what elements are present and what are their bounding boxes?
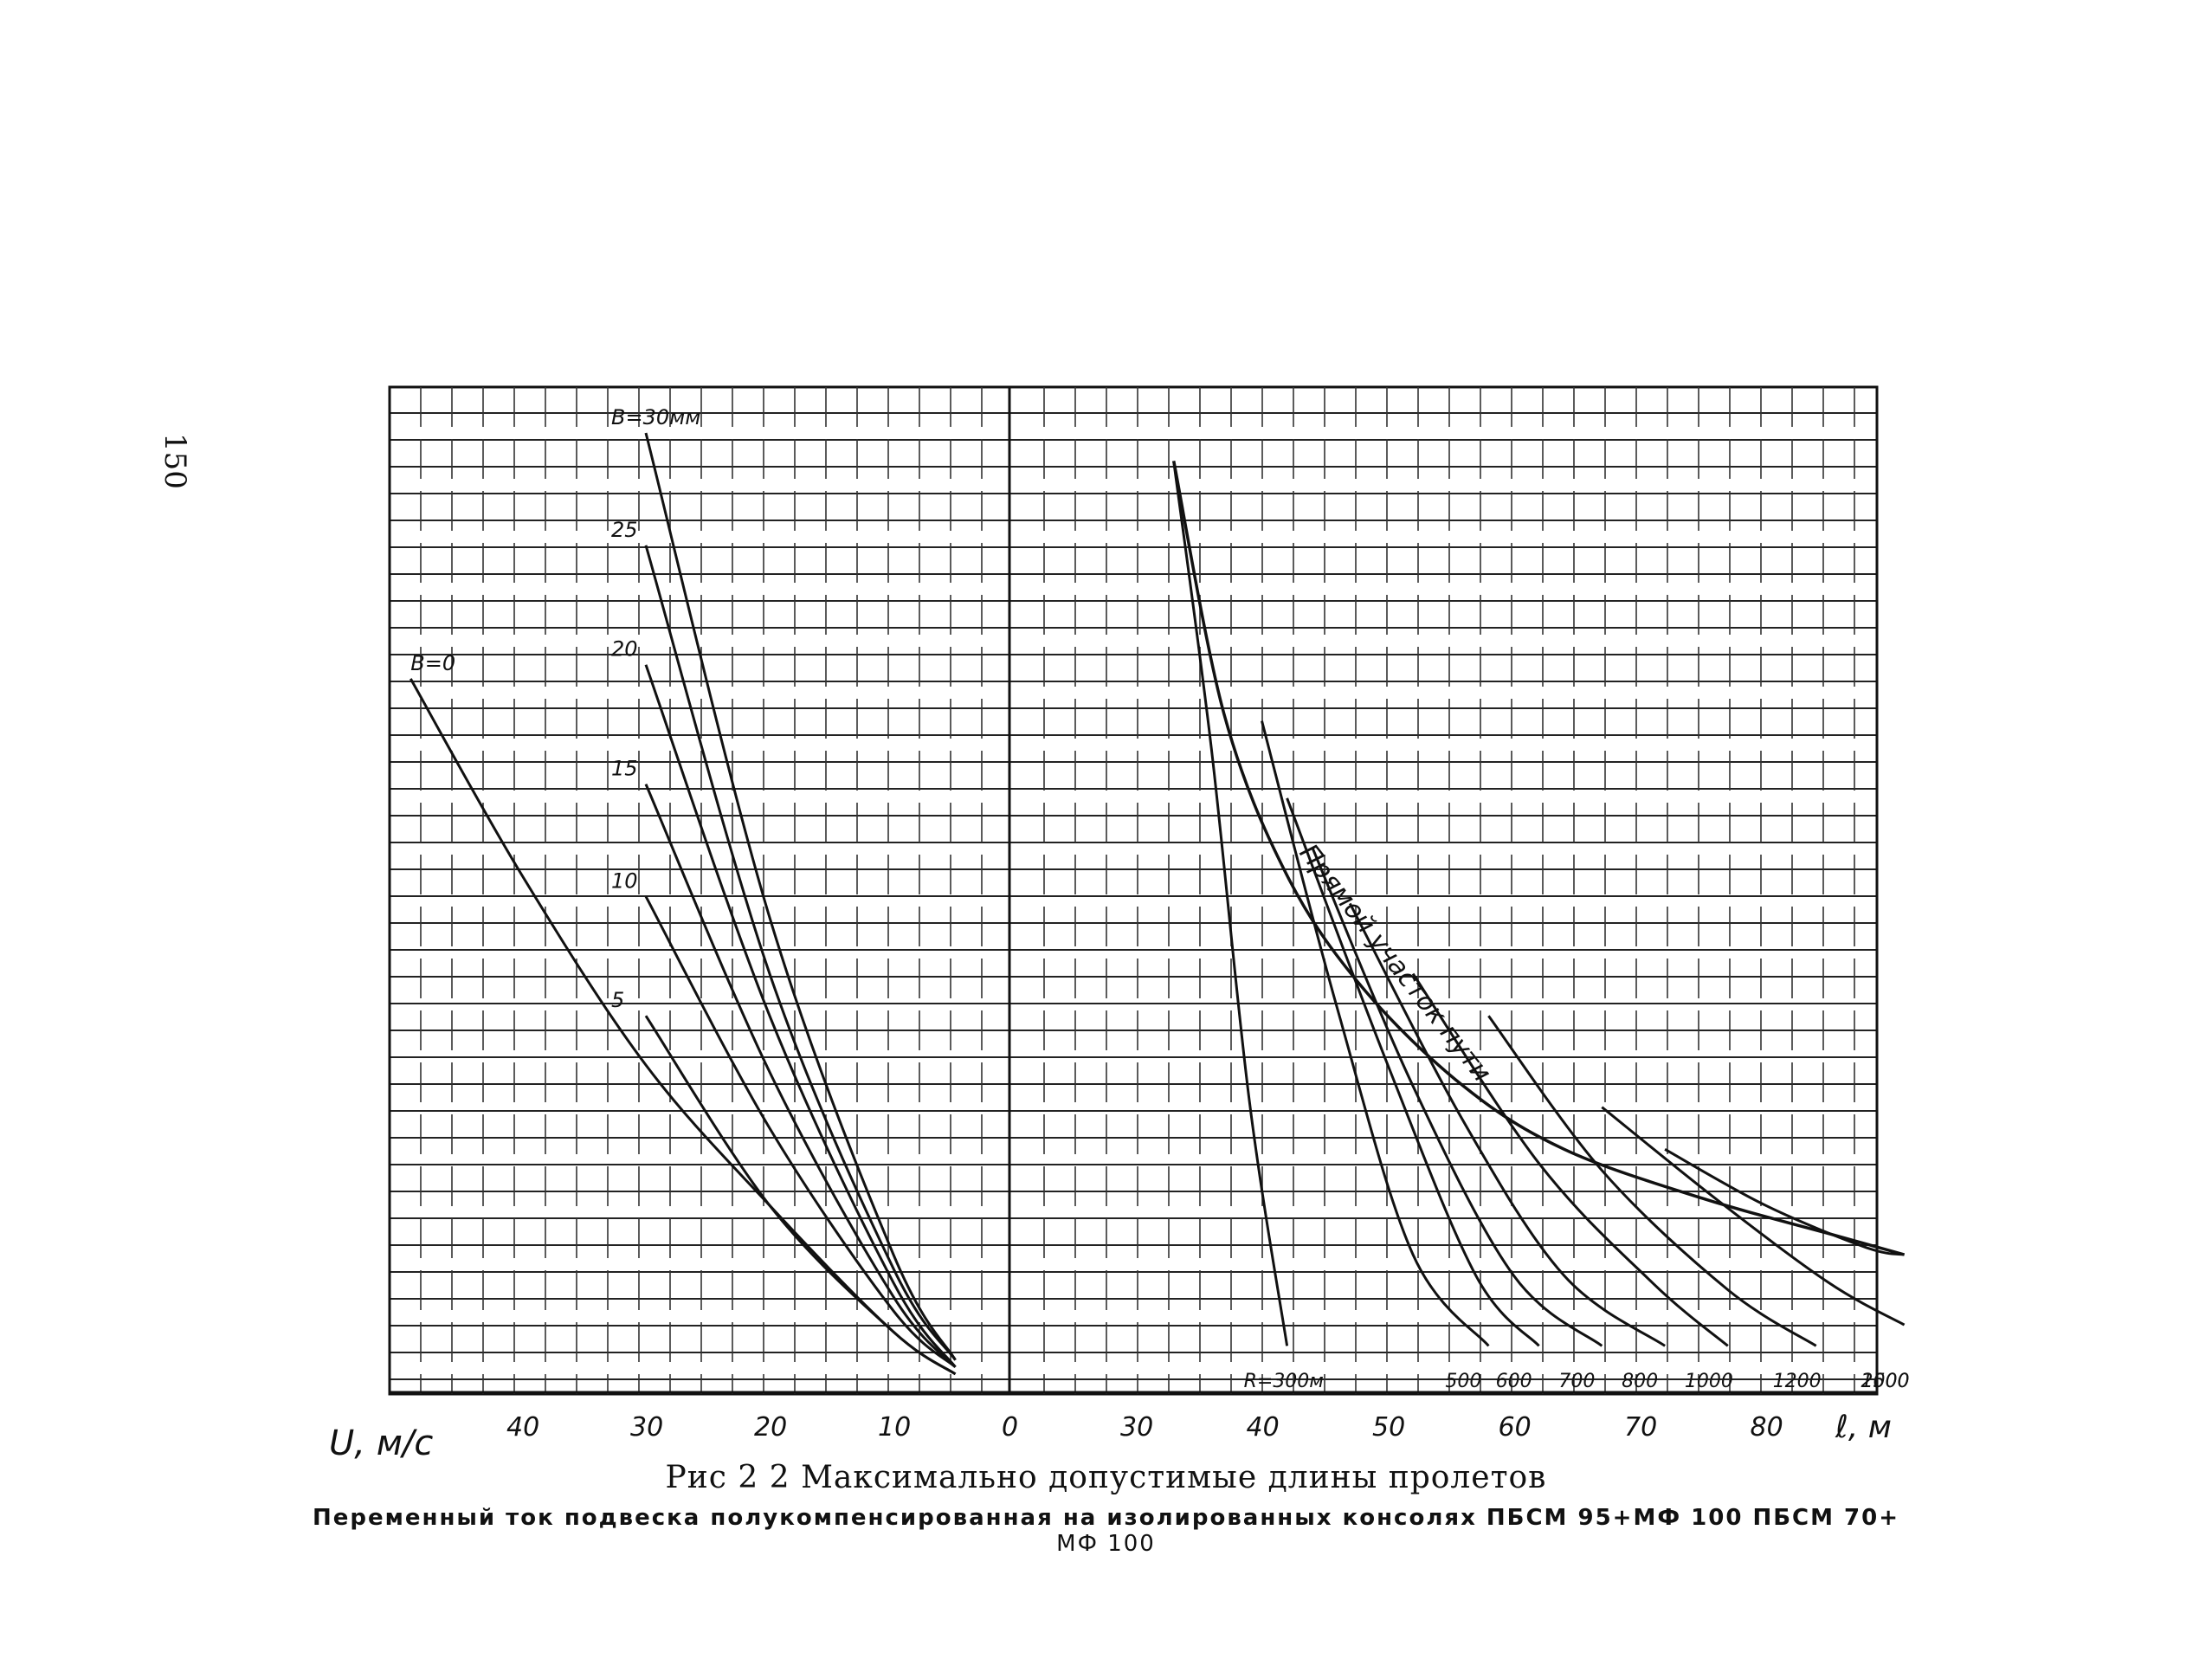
x-tick-right: 50 [1372,1412,1405,1443]
curve-label-b-2: 10 [611,868,638,893]
curve-label-b-6: B=30мм [611,405,700,429]
x-tick-right: 60 [1499,1412,1532,1443]
x-axis-label-left: U, м/с [329,1423,433,1463]
curve-b-1 [644,1015,957,1376]
curve-label-r-6: 1200 [1773,1371,1822,1392]
curve-label-r-4: 800 [1622,1371,1658,1392]
curve-label-b-5: 25 [611,518,638,542]
x-tick-left: 0 [1002,1412,1018,1443]
x-tick-left: 40 [506,1412,539,1443]
curve-label-r-3: 700 [1558,1371,1595,1392]
curve-r-3 [1311,847,1603,1347]
figure-subtitle: Переменный ток подвеска полукомпенсирова… [312,1505,1900,1531]
x-tick-right: 70 [1624,1412,1657,1443]
envelope-curve [1171,461,1906,1256]
curve-label-r-1: 500 [1445,1371,1481,1392]
x-tick-left: 10 [878,1412,911,1443]
figure-subtitle-continued: МФ 100 [1056,1531,1156,1557]
x-tick-right: 40 [1247,1412,1280,1443]
plot-frame [388,385,1879,1396]
curve-r-1 [1261,720,1490,1347]
curve-b-0 [409,678,957,1376]
curve-r-5 [1411,972,1729,1347]
curve-label-b-4: 20 [611,637,638,662]
curve-b-2 [644,895,957,1368]
curve-r-7 [1601,1106,1906,1327]
curve-b-6 [644,432,957,1361]
curve-label-b-0: B=0 [410,651,455,675]
curve-b-3 [644,784,957,1368]
curve-r-4 [1348,902,1666,1347]
x-tick-left: 30 [630,1412,663,1443]
x-tick-right: 80 [1751,1412,1783,1443]
curve-label-b-3: 15 [611,757,638,781]
curve-r-0 [1172,461,1289,1346]
x-tick-left: 20 [754,1412,787,1443]
curve-label-b-1: 5 [611,988,624,1012]
curve-label-r-0: R=300м [1244,1371,1324,1392]
curve-label-r-8: 2000 [1861,1371,1910,1392]
figure-caption: Рис 2 2 Максимально допустимые длины про… [665,1460,1547,1495]
x-tick-right: 30 [1120,1412,1153,1443]
curve-r-2 [1286,797,1540,1347]
curve-label-r-7: 1500 [1861,1371,1910,1392]
curve-label-r-2: 600 [1496,1371,1532,1392]
x-axis-label-right: ℓ, м [1835,1410,1892,1445]
curve-b-4 [644,664,957,1368]
curve-r-8 [1664,1147,1905,1256]
curve-r-6 [1487,1015,1817,1347]
curve-b-5 [644,545,957,1361]
curve-label-r-5: 1000 [1685,1371,1733,1392]
